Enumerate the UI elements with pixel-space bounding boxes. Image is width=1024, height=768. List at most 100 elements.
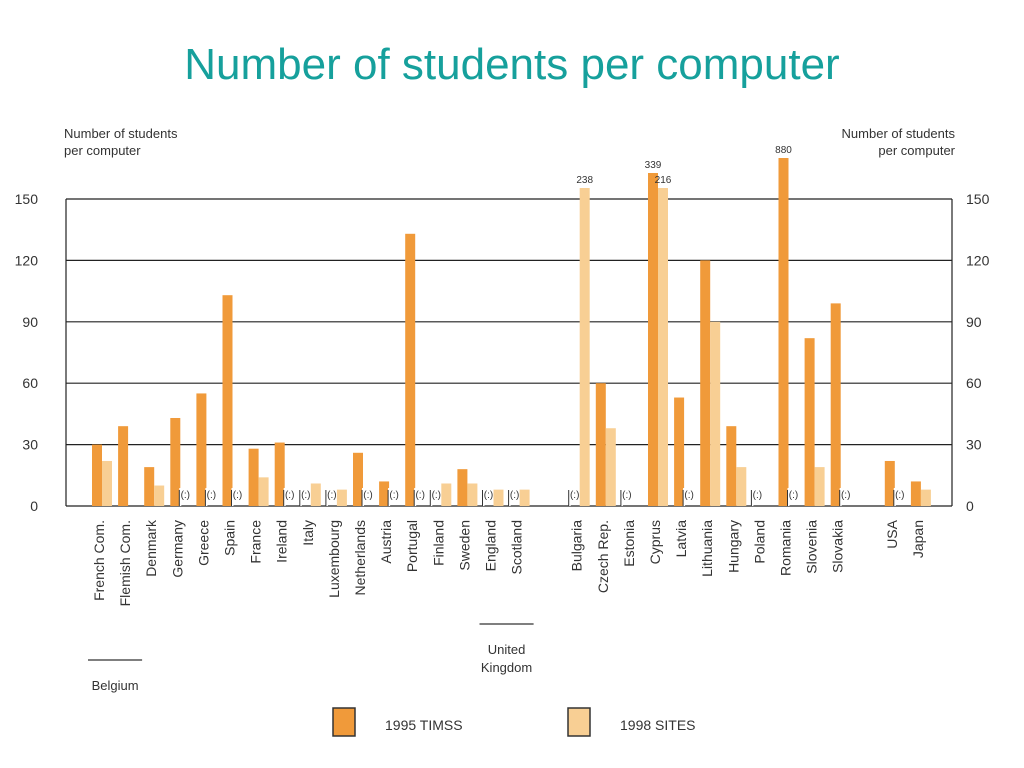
category-label: Lithuania: [699, 520, 715, 577]
category-label: Germany: [169, 520, 185, 578]
group-label: Kingdom: [481, 660, 532, 675]
y-tick-left: 60: [22, 375, 38, 391]
na-bg: [283, 488, 286, 506]
category-label: French Com.: [91, 520, 107, 601]
y-tick-right: 120: [966, 252, 990, 268]
category-label: Austria: [378, 520, 394, 564]
category-label: Flemish Com.: [117, 520, 133, 606]
bar-timss: [884, 460, 895, 506]
na-marker: (:): [510, 490, 519, 501]
na-bg: [839, 488, 842, 506]
y-tick-right: 150: [966, 191, 990, 207]
na-bg: [893, 488, 896, 506]
na-marker: (:): [684, 490, 693, 501]
bar-timss: [170, 417, 181, 506]
y-axis-title-left: Number of students: [64, 126, 178, 141]
category-label: France: [248, 520, 264, 564]
na-marker: (:): [233, 490, 242, 501]
value-label: 339: [645, 160, 662, 171]
bar-sites: [814, 467, 825, 506]
bar-timss: [248, 448, 259, 506]
na-marker: (:): [181, 490, 190, 501]
na-marker: (:): [484, 490, 493, 501]
gridlines: [66, 198, 952, 507]
na-marker: (:): [570, 490, 579, 501]
bar-sites: [710, 321, 721, 506]
na-bg: [325, 488, 328, 506]
bar-timss: [726, 426, 737, 506]
category-label: England: [483, 520, 499, 571]
bar-timss: [674, 397, 685, 506]
category-label: Poland: [751, 520, 767, 564]
bar-sites: [519, 489, 530, 506]
y-tick-left: 120: [15, 252, 39, 268]
na-bg: [179, 488, 182, 506]
bar-timss: [379, 481, 390, 506]
bar-timss: [222, 295, 233, 506]
bar-timss: [830, 303, 841, 506]
category-label: Portugal: [404, 520, 420, 572]
na-bg: [430, 488, 433, 506]
bar-timss: [648, 173, 658, 506]
category-label: Estonia: [621, 520, 637, 567]
value-label: 238: [576, 175, 593, 186]
legend-swatch-sites: [567, 707, 591, 737]
na-bg: [787, 488, 790, 506]
value-label: 216: [655, 175, 672, 186]
legend-label-timss: 1995 TIMSS: [385, 717, 463, 733]
legend-label-sites: 1998 SITES: [620, 717, 696, 733]
bar-timss: [457, 469, 468, 506]
na-bg: [414, 488, 417, 506]
bar-timss: [595, 383, 606, 506]
bar-sites: [493, 489, 504, 506]
slide-title: Number of students per computer: [184, 40, 840, 89]
bar-sites: [441, 483, 452, 506]
bar-sites: [310, 483, 321, 506]
bar-sites: [736, 467, 747, 506]
na-marker: (:): [622, 490, 631, 501]
bar-timss: [405, 233, 416, 506]
legend-swatch-timss: [332, 707, 356, 737]
category-label: Netherlands: [352, 520, 368, 596]
y-axis-title-left: per computer: [64, 143, 141, 158]
na-marker: (:): [363, 490, 372, 501]
category-label: Denmark: [143, 519, 159, 577]
group-label: Belgium: [92, 678, 139, 693]
bar-timss: [700, 260, 711, 506]
category-label: Luxembourg: [326, 520, 342, 598]
bar-sites: [920, 489, 931, 506]
na-marker: (:): [789, 490, 798, 501]
bar-sites: [154, 485, 165, 506]
category-label: Greece: [195, 520, 211, 566]
na-bg: [205, 488, 208, 506]
category-label: Cyprus: [647, 520, 663, 564]
bar-timss: [92, 444, 102, 506]
na-bg: [362, 488, 364, 506]
bar-sites: [258, 477, 269, 506]
na-marker: (:): [389, 490, 398, 501]
y-tick-left: 30: [22, 437, 38, 453]
y-tick-left: 150: [15, 191, 39, 207]
na-bg: [568, 488, 571, 506]
y-tick-left: 90: [22, 314, 38, 330]
na-bg: [388, 488, 391, 506]
category-label: Sweden: [456, 520, 472, 571]
y-tick-right: 0: [966, 498, 974, 514]
bar-sites: [102, 460, 112, 506]
na-marker: (:): [207, 490, 216, 501]
na-marker: (:): [327, 490, 336, 501]
na-marker: (:): [895, 490, 904, 501]
category-label: Ireland: [274, 520, 290, 563]
bar-sites: [579, 188, 590, 506]
na-bg: [299, 488, 302, 506]
category-label: USA: [884, 519, 900, 548]
y-axis-title-right: per computer: [878, 143, 955, 158]
category-label: Japan: [910, 520, 926, 558]
bar-sites: [336, 489, 347, 506]
na-marker: (:): [415, 490, 424, 501]
bar-sites: [658, 188, 668, 506]
y-axis-title-right: Number of students: [842, 126, 956, 141]
na-bg: [231, 488, 234, 506]
category-label: Latvia: [673, 520, 689, 558]
category-label: Italy: [300, 520, 316, 546]
